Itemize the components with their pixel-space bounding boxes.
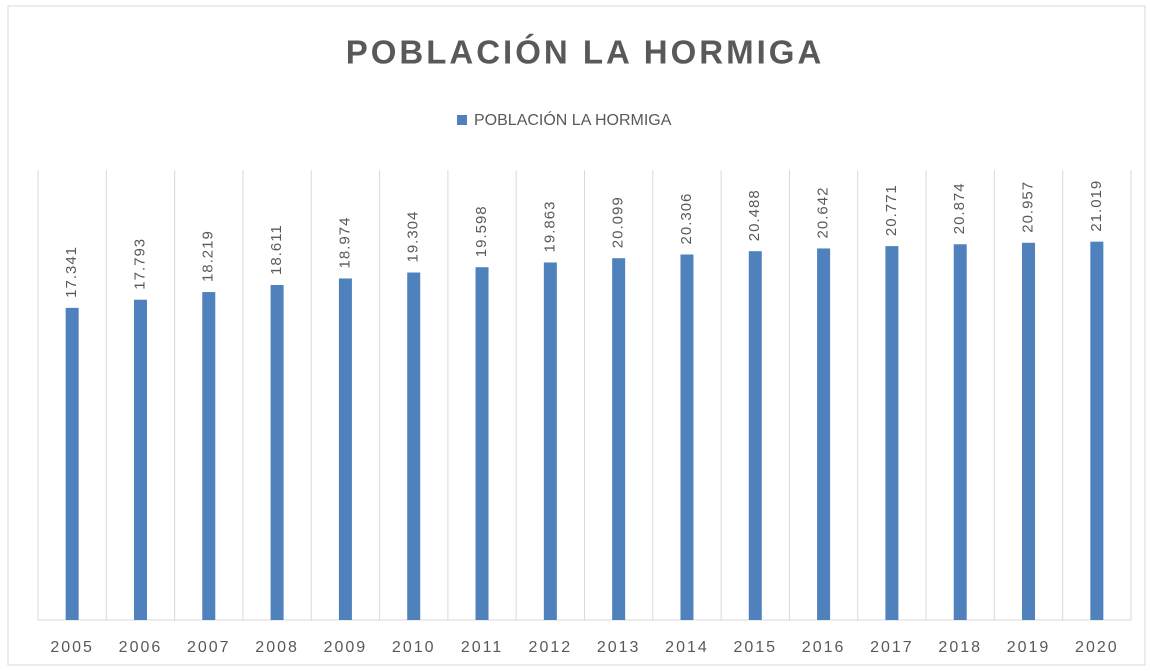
data-label: 21.019: [1088, 180, 1105, 232]
bar: [680, 254, 694, 620]
data-label: 19.598: [473, 205, 490, 257]
x-tick-label: 2011: [461, 639, 503, 656]
data-label: 18.611: [268, 224, 285, 275]
bar: [202, 292, 216, 620]
data-label: 20.306: [678, 193, 695, 245]
x-tick-label: 2018: [938, 639, 982, 656]
x-tick-label: 2016: [802, 639, 846, 656]
x-tick-label: 2009: [324, 639, 368, 656]
bar: [338, 278, 352, 620]
data-label: 20.957: [1020, 181, 1037, 233]
x-tick-label: 2020: [1075, 639, 1119, 656]
data-label: 17.793: [131, 238, 148, 290]
chart-frame: [7, 5, 1146, 666]
x-tick-label: 2008: [255, 639, 299, 656]
bar: [407, 272, 421, 620]
bar: [270, 285, 284, 620]
x-tick-label: 2012: [529, 639, 573, 656]
bar: [612, 258, 626, 620]
data-label: 20.874: [951, 182, 968, 234]
bar: [65, 307, 79, 620]
data-label: 17.341: [63, 246, 80, 298]
data-label: 20.488: [746, 189, 763, 241]
x-tick-label: 2013: [597, 639, 641, 656]
bar: [885, 246, 899, 620]
x-tick-label: 2005: [50, 639, 94, 656]
data-label: 20.099: [610, 196, 627, 248]
data-label: 20.771: [883, 184, 900, 236]
data-label: 18.219: [200, 230, 217, 282]
bar: [817, 248, 831, 620]
data-label: 20.642: [815, 187, 832, 239]
x-tick-label: 2017: [870, 639, 914, 656]
x-tick-label: 2006: [119, 639, 163, 656]
bar: [543, 262, 557, 620]
x-tick-label: 2010: [392, 639, 436, 656]
bar: [133, 299, 147, 620]
bar: [1090, 241, 1104, 620]
bar: [748, 251, 762, 620]
data-label: 18.974: [336, 217, 353, 269]
bar: [953, 244, 967, 620]
bar: [475, 267, 489, 620]
chart-title: POBLACIÓN LA HORMIGA: [346, 34, 825, 71]
bar: [1022, 242, 1036, 621]
x-tick-label: 2015: [733, 639, 777, 656]
x-tick-label: 2007: [187, 639, 231, 656]
legend-label: POBLACIÓN LA HORMIGA: [474, 110, 672, 129]
data-label: 19.863: [541, 201, 558, 253]
x-tick-label: 2019: [1007, 639, 1051, 656]
legend-swatch: [457, 115, 467, 125]
x-tick-label: 2014: [665, 639, 709, 656]
data-label: 19.304: [405, 211, 422, 263]
